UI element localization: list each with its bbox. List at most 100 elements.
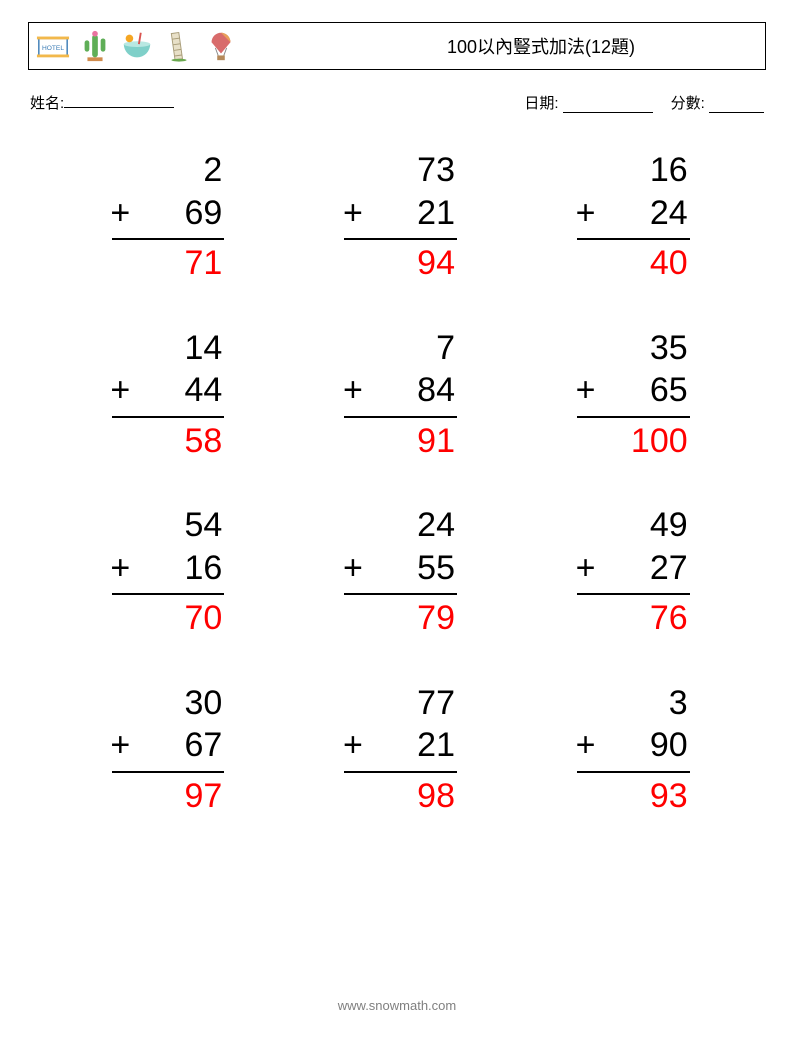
addend-row: +16 — [104, 547, 224, 590]
addend-bottom: 44 — [185, 369, 223, 412]
operator: + — [337, 192, 363, 235]
name-blank[interactable] — [64, 92, 174, 108]
date-blank[interactable] — [563, 97, 653, 113]
problem: 77+21 98 — [337, 682, 457, 818]
answer: 100 — [570, 420, 690, 463]
addend-bottom: 69 — [185, 192, 223, 235]
rule-line — [577, 416, 690, 418]
addend-bottom: 67 — [185, 724, 223, 767]
drink-bowl-icon — [119, 28, 155, 64]
addend-top: 16 — [570, 149, 690, 192]
operator: + — [570, 724, 596, 767]
cactus-icon — [77, 28, 113, 64]
addend-row: +27 — [570, 547, 690, 590]
addend-bottom: 90 — [650, 724, 688, 767]
operator: + — [337, 369, 363, 412]
info-row: 姓名: 日期: 分數: — [28, 92, 766, 113]
footer-url: www.snowmath.com — [0, 998, 794, 1013]
rule-line — [344, 238, 457, 240]
operator: + — [337, 547, 363, 590]
operator: + — [104, 724, 130, 767]
problems-grid: 2+697173+219416+244014+44587+849135+6510… — [28, 149, 766, 817]
rule-line — [344, 416, 457, 418]
answer: 58 — [104, 420, 224, 463]
rule-line — [112, 771, 225, 773]
operator: + — [570, 547, 596, 590]
rule-line — [577, 593, 690, 595]
addend-top: 54 — [104, 504, 224, 547]
problem: 7+84 91 — [337, 327, 457, 463]
addend-row: +24 — [570, 192, 690, 235]
rule-line — [577, 238, 690, 240]
addend-top: 14 — [104, 327, 224, 370]
name-label: 姓名: — [30, 92, 64, 113]
score-label: 分數: — [671, 95, 705, 112]
problem: 3+90 93 — [570, 682, 690, 818]
balloon-icon — [203, 28, 239, 64]
problem: 49+27 76 — [570, 504, 690, 640]
addend-top: 7 — [337, 327, 457, 370]
addend-top: 49 — [570, 504, 690, 547]
svg-text:HOTEL: HOTEL — [42, 45, 64, 52]
answer: 93 — [570, 775, 690, 818]
addend-top: 2 — [104, 149, 224, 192]
operator: + — [337, 724, 363, 767]
rule-line — [577, 771, 690, 773]
rule-line — [344, 771, 457, 773]
answer: 71 — [104, 242, 224, 285]
operator: + — [570, 369, 596, 412]
worksheet-title: 100以內豎式加法(12題) — [447, 33, 755, 59]
answer: 40 — [570, 242, 690, 285]
header-box: HOTEL — [28, 22, 766, 70]
addend-row: +69 — [104, 192, 224, 235]
rule-line — [112, 238, 225, 240]
addend-bottom: 65 — [650, 369, 688, 412]
hotel-icon: HOTEL — [35, 28, 71, 64]
problem: 54+16 70 — [104, 504, 224, 640]
leaning-tower-icon — [161, 28, 197, 64]
addend-row: +67 — [104, 724, 224, 767]
operator: + — [570, 192, 596, 235]
answer: 70 — [104, 597, 224, 640]
header-icons: HOTEL — [35, 28, 239, 64]
addend-row: +21 — [337, 192, 457, 235]
rule-line — [344, 593, 457, 595]
answer: 79 — [337, 597, 457, 640]
addend-row: +21 — [337, 724, 457, 767]
problem: 2+69 71 — [104, 149, 224, 285]
addend-top: 30 — [104, 682, 224, 725]
problem: 14+44 58 — [104, 327, 224, 463]
addend-row: +65 — [570, 369, 690, 412]
answer: 76 — [570, 597, 690, 640]
addend-row: +44 — [104, 369, 224, 412]
answer: 94 — [337, 242, 457, 285]
problem: 30+67 97 — [104, 682, 224, 818]
addend-bottom: 16 — [185, 547, 223, 590]
addend-bottom: 84 — [417, 369, 455, 412]
operator: + — [104, 547, 130, 590]
addend-top: 73 — [337, 149, 457, 192]
problem: 35+65 100 — [570, 327, 690, 463]
addend-top: 3 — [570, 682, 690, 725]
problem: 73+21 94 — [337, 149, 457, 285]
rule-line — [112, 416, 225, 418]
addend-bottom: 27 — [650, 547, 688, 590]
addend-bottom: 21 — [417, 724, 455, 767]
addend-row: +90 — [570, 724, 690, 767]
answer: 98 — [337, 775, 457, 818]
addend-bottom: 55 — [417, 547, 455, 590]
problem: 16+24 40 — [570, 149, 690, 285]
answer: 97 — [104, 775, 224, 818]
score-blank[interactable] — [709, 97, 764, 113]
addend-row: +84 — [337, 369, 457, 412]
date-label: 日期: — [524, 95, 558, 112]
addend-top: 35 — [570, 327, 690, 370]
addend-top: 24 — [337, 504, 457, 547]
problem: 24+55 79 — [337, 504, 457, 640]
answer: 91 — [337, 420, 457, 463]
addend-bottom: 21 — [417, 192, 455, 235]
addend-row: +55 — [337, 547, 457, 590]
addend-top: 77 — [337, 682, 457, 725]
operator: + — [104, 369, 130, 412]
addend-bottom: 24 — [650, 192, 688, 235]
